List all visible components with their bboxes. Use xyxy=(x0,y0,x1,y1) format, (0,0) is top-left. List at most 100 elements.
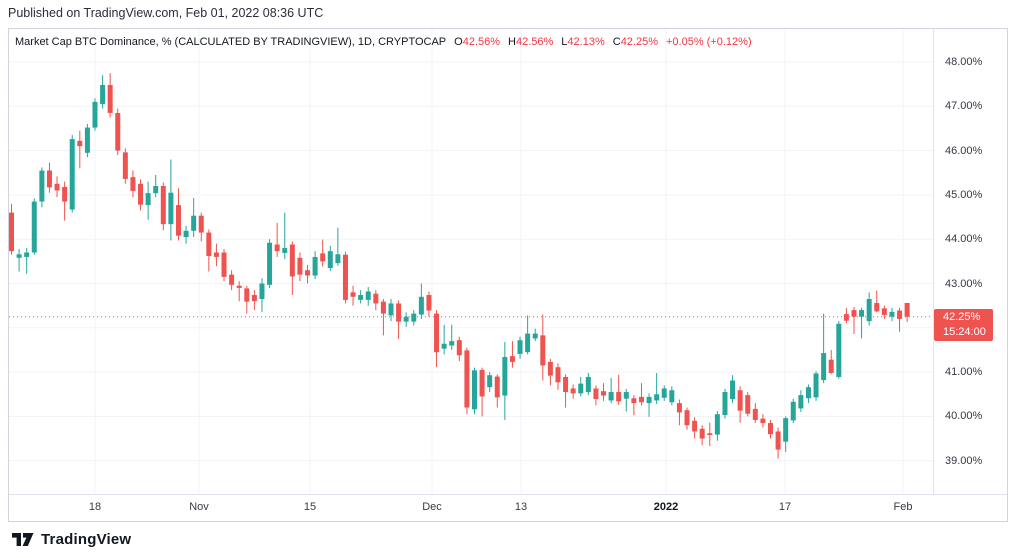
candle-up xyxy=(327,251,333,268)
candle-down xyxy=(175,205,181,236)
candle-up xyxy=(608,392,614,401)
candle-down xyxy=(54,183,60,191)
candle-down xyxy=(396,303,402,322)
current-price-badge: 42.25% 15:24:00 xyxy=(934,308,993,341)
time-axis-label: 15 xyxy=(303,501,317,513)
candle-down xyxy=(350,292,356,297)
legend-symbol-title[interactable]: Market Cap BTC Dominance, % (CALCULATED … xyxy=(15,36,447,48)
candle-down xyxy=(676,403,682,413)
candle-up xyxy=(783,418,789,442)
candle-down xyxy=(297,257,303,275)
candle-down xyxy=(881,308,887,315)
time-axis-label: 18 xyxy=(88,501,102,513)
candle-down xyxy=(221,252,227,277)
candle-down xyxy=(122,152,128,179)
time-axis-label: Feb xyxy=(893,501,913,513)
candle-up xyxy=(722,392,728,416)
candle-up xyxy=(358,295,364,300)
candle-down xyxy=(289,244,295,277)
candle-up xyxy=(168,192,174,225)
candle-up xyxy=(714,414,720,435)
candle-up xyxy=(654,394,660,401)
candle-down xyxy=(373,293,379,304)
candle-up xyxy=(84,127,90,153)
change-value: +0.05% (+0.12%) xyxy=(666,36,752,48)
candle-down xyxy=(130,177,136,191)
candle-up xyxy=(517,340,523,354)
time-axis[interactable]: 18 Nov 15 Dec 13 2022 17 Feb xyxy=(9,494,1007,522)
tradingview-logo-link[interactable]: TradingView xyxy=(12,531,131,548)
candle-down xyxy=(426,295,432,311)
price-axis-label: 40.00% xyxy=(945,410,983,423)
candle-up xyxy=(259,283,265,300)
candle-up xyxy=(92,101,98,128)
candle-down xyxy=(107,85,113,113)
candle-down xyxy=(745,395,751,414)
chart-widget: Market Cap BTC Dominance, % (CALCULATED … xyxy=(8,28,1008,522)
price-axis-label: 39.00% xyxy=(945,454,983,467)
candle-down xyxy=(464,350,470,408)
candle-up xyxy=(487,375,493,388)
candle-down xyxy=(236,285,242,288)
candle-up xyxy=(585,376,591,393)
candle-up xyxy=(312,256,318,276)
candle-down xyxy=(684,410,690,426)
candle-down xyxy=(509,356,515,362)
candle-up xyxy=(805,387,811,399)
candle-up xyxy=(821,353,827,381)
candle-down xyxy=(244,288,250,302)
candle-up xyxy=(532,333,538,339)
candle-up xyxy=(646,396,652,404)
candle-up xyxy=(39,170,45,202)
legend: Market Cap BTC Dominance, % (CALCULATED … xyxy=(15,36,752,48)
price-axis[interactable]: 42.25% 15:24:00 48.00% 47.00% 46.00% 45.00%… xyxy=(934,29,1007,494)
chart-pane[interactable]: Market Cap BTC Dominance, % (CALCULATED … xyxy=(9,29,934,494)
current-price-value: 42.25% xyxy=(943,310,981,323)
candle-down xyxy=(160,186,166,225)
candle-up xyxy=(69,139,75,210)
price-axis-label: 41.00% xyxy=(945,366,983,379)
candle-down xyxy=(342,254,348,300)
time-axis-label: 17 xyxy=(778,501,792,513)
candle-down xyxy=(593,388,599,400)
candle-down xyxy=(62,186,68,202)
tradingview-icon xyxy=(12,532,34,546)
candlestick-chart xyxy=(9,29,933,494)
candle-down xyxy=(692,420,698,432)
candle-up xyxy=(418,296,424,315)
candle-up xyxy=(16,254,22,258)
candle-up xyxy=(145,193,151,206)
candle-down xyxy=(434,313,440,353)
candle-down xyxy=(874,302,880,312)
candle-up xyxy=(798,395,804,409)
candle-up xyxy=(441,343,447,349)
price-axis-label: 47.00% xyxy=(945,100,983,113)
candle-down xyxy=(305,270,311,276)
candle-up xyxy=(365,291,371,300)
bar-countdown: 15:24:00 xyxy=(943,325,986,338)
candle-up xyxy=(623,392,629,399)
price-axis-label: 48.00% xyxy=(945,56,983,68)
candle-up xyxy=(411,313,417,322)
candle-down xyxy=(206,232,212,257)
candle-down xyxy=(570,388,576,394)
candle-up xyxy=(282,248,288,253)
candle-down xyxy=(601,391,607,396)
candle-up xyxy=(525,333,531,353)
candle-down xyxy=(904,302,910,317)
candle-down xyxy=(843,314,849,321)
candle-down xyxy=(699,428,705,439)
candle-down xyxy=(320,253,326,262)
candle-up xyxy=(191,215,197,231)
candle-up xyxy=(502,357,508,396)
candle-down xyxy=(198,215,204,233)
candle-down xyxy=(274,244,280,252)
candle-up xyxy=(669,390,675,403)
candle-down xyxy=(46,170,52,188)
ohlc-low-value: 42.13% xyxy=(567,36,605,48)
candle-down xyxy=(9,212,14,252)
candle-up xyxy=(183,230,189,237)
candle-down xyxy=(229,274,235,285)
candle-down xyxy=(380,301,386,314)
